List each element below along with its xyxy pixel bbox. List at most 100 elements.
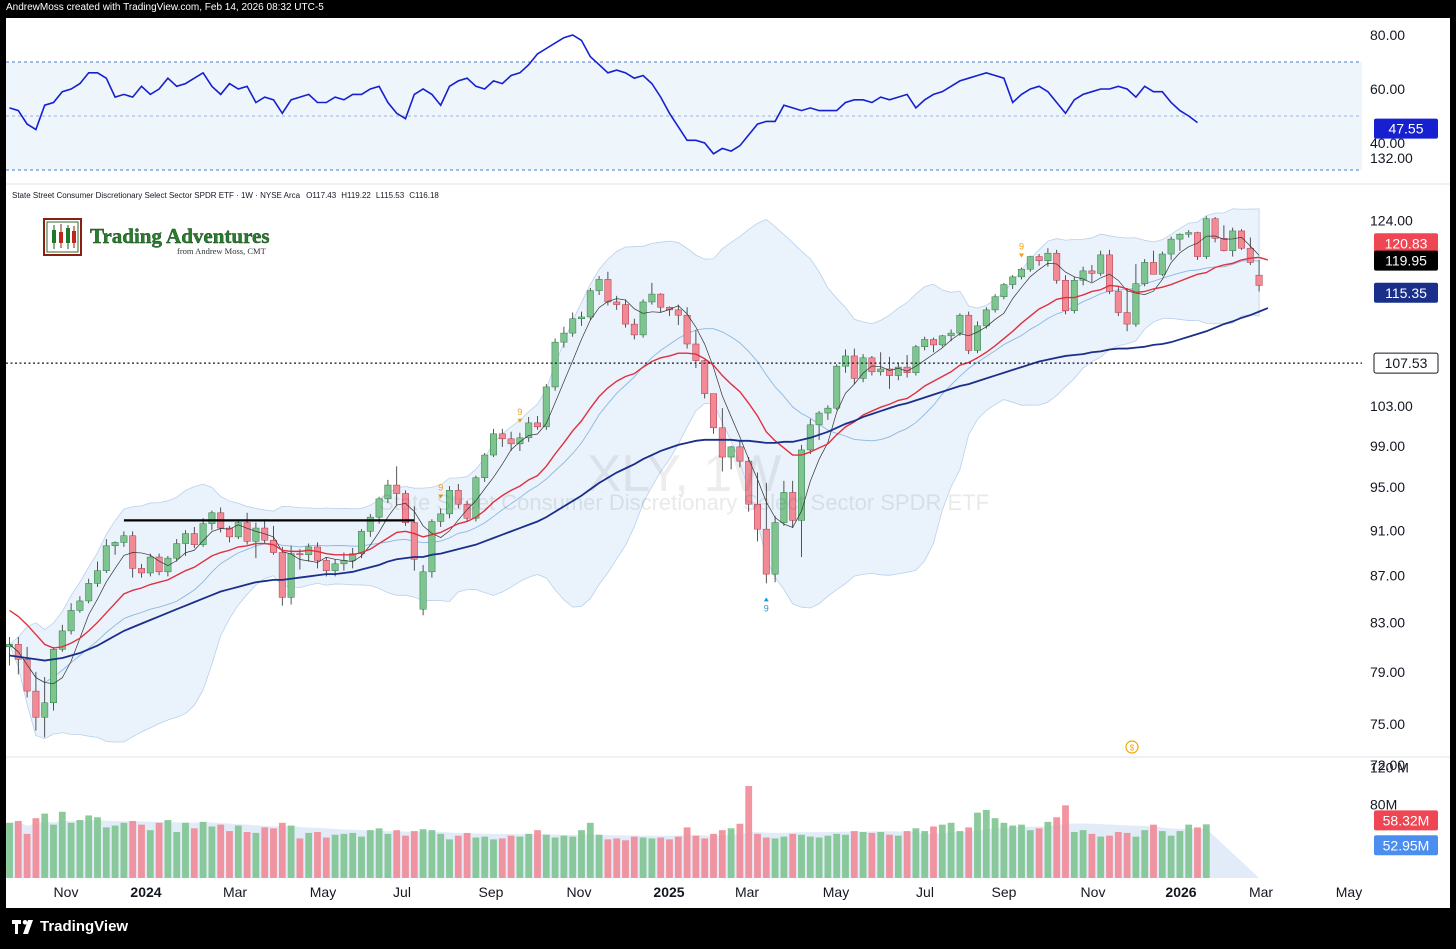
time-axis[interactable]: Nov 2024 Mar May Jul Sep Nov 2025 Mar May Jul Sep No… bbox=[54, 884, 1363, 900]
volume-bar bbox=[490, 839, 497, 878]
axis-badges: 120.83 119.95 115.35 107.53 47.55 58.32M 52.95… bbox=[1373, 118, 1439, 856]
candle-body bbox=[1158, 253, 1166, 275]
candle-body bbox=[155, 556, 163, 573]
volume-bar bbox=[683, 827, 691, 878]
candle-body bbox=[1167, 238, 1175, 255]
candle-body bbox=[938, 335, 946, 346]
candle-body bbox=[410, 522, 418, 560]
candle-body bbox=[648, 293, 656, 303]
volume-bar bbox=[815, 837, 823, 878]
candle-body bbox=[1246, 247, 1254, 263]
rsi-current-badge: 47.55 bbox=[1388, 121, 1423, 137]
volume-bar bbox=[1035, 828, 1043, 878]
rsi-tick-label: 40.00 bbox=[1370, 135, 1405, 151]
candle-body bbox=[1070, 280, 1078, 311]
volume-bar bbox=[340, 833, 348, 878]
time-tick-label: Nov bbox=[54, 884, 79, 900]
rsi-tick-label: 80.00 bbox=[1370, 27, 1405, 43]
volume-bar bbox=[507, 835, 515, 878]
candle-body bbox=[446, 490, 453, 515]
volume-bar bbox=[67, 822, 75, 878]
candle-body bbox=[1088, 270, 1096, 274]
td-sequential-label: 9 bbox=[1019, 241, 1024, 251]
candle-body bbox=[226, 527, 233, 538]
price-tick-label: 103.00 bbox=[1370, 398, 1413, 414]
rsi-axis[interactable]: 80.00 60.00 40.00 bbox=[1370, 27, 1405, 151]
candle-body bbox=[718, 427, 726, 458]
candle-body bbox=[815, 412, 823, 426]
volume-bar bbox=[85, 815, 93, 878]
candle-body bbox=[1132, 283, 1140, 325]
volume-bar bbox=[868, 832, 876, 878]
volume-bar bbox=[375, 828, 383, 878]
brand-name: TradingView bbox=[40, 918, 129, 935]
candle-body bbox=[771, 522, 779, 575]
candle-body bbox=[173, 543, 181, 559]
candle-body bbox=[974, 325, 981, 351]
volume-bar bbox=[1202, 824, 1210, 878]
td-sequential-label: 9 bbox=[438, 482, 443, 492]
candle-body bbox=[366, 516, 374, 532]
candle-body bbox=[604, 279, 612, 303]
candle-body bbox=[1035, 256, 1043, 261]
candle-body bbox=[1044, 252, 1052, 261]
volume-bar bbox=[146, 830, 154, 878]
candle-body bbox=[789, 492, 797, 521]
candle-body bbox=[1114, 291, 1122, 313]
price-axis[interactable]: 132.00 124.00 103.00 99.00 95.00 91.00 87.00 83… bbox=[1370, 150, 1413, 773]
volume-bar bbox=[1176, 831, 1184, 878]
volume-bar bbox=[261, 827, 269, 878]
volume-bar bbox=[560, 835, 568, 878]
volume-bar bbox=[842, 834, 849, 878]
volume-axis[interactable]: 120 M 80M bbox=[1370, 760, 1409, 813]
volume-bar bbox=[604, 839, 612, 878]
dividend-icon[interactable]: $ bbox=[1125, 740, 1139, 754]
candle-body bbox=[120, 535, 128, 543]
candle-body bbox=[542, 386, 550, 428]
volume-bar bbox=[41, 813, 49, 878]
candle-body bbox=[94, 570, 101, 584]
candle-body bbox=[234, 522, 242, 538]
candle-body bbox=[1229, 230, 1237, 251]
volume-bar bbox=[639, 837, 647, 878]
volume-bar bbox=[1079, 830, 1087, 878]
volume-bar bbox=[384, 833, 392, 878]
td-down-arrow-icon bbox=[1019, 253, 1024, 258]
candle-body bbox=[1176, 233, 1184, 240]
candle-body bbox=[683, 314, 691, 345]
candle-body bbox=[674, 309, 682, 316]
volume-bar bbox=[1026, 830, 1034, 878]
volume-bar bbox=[666, 839, 673, 878]
candle-body bbox=[507, 438, 515, 445]
volume-tick-label: 80M bbox=[1370, 796, 1397, 812]
volume-bar bbox=[1053, 817, 1061, 878]
volume-bar bbox=[921, 831, 929, 878]
volume-bar bbox=[542, 834, 550, 878]
price-tick-label: 87.00 bbox=[1370, 567, 1405, 583]
chart-canvas[interactable]: 9 9 9 9 XLY, 1W State Street Consumer Discr… bbox=[6, 18, 1450, 908]
volume-bar bbox=[102, 827, 110, 878]
volume-bar bbox=[534, 830, 541, 878]
candle-body bbox=[1150, 262, 1157, 275]
volume-bar bbox=[305, 832, 313, 878]
candle-body bbox=[560, 332, 568, 343]
volume-bar bbox=[331, 834, 339, 878]
candle-body bbox=[833, 365, 841, 409]
rsi-pane bbox=[6, 34, 1362, 171]
logo-title: Trading Adventures bbox=[90, 224, 270, 248]
rsi-current-badge-bg bbox=[1374, 118, 1438, 139]
volume-bar bbox=[569, 836, 577, 878]
candle-body bbox=[278, 552, 286, 598]
candle-body bbox=[498, 433, 506, 440]
volume-bar bbox=[358, 836, 365, 878]
volume-bar bbox=[1194, 827, 1201, 878]
volume-bar bbox=[234, 825, 242, 878]
candle-body bbox=[1185, 232, 1193, 235]
watermark-ticker: XLY, 1W bbox=[587, 445, 782, 503]
candle-body bbox=[481, 454, 489, 478]
volume-bar bbox=[745, 786, 753, 878]
volume-bar bbox=[446, 839, 453, 878]
candle-body bbox=[551, 341, 559, 388]
volume-bar bbox=[1106, 835, 1113, 878]
volume-bar bbox=[710, 833, 717, 878]
